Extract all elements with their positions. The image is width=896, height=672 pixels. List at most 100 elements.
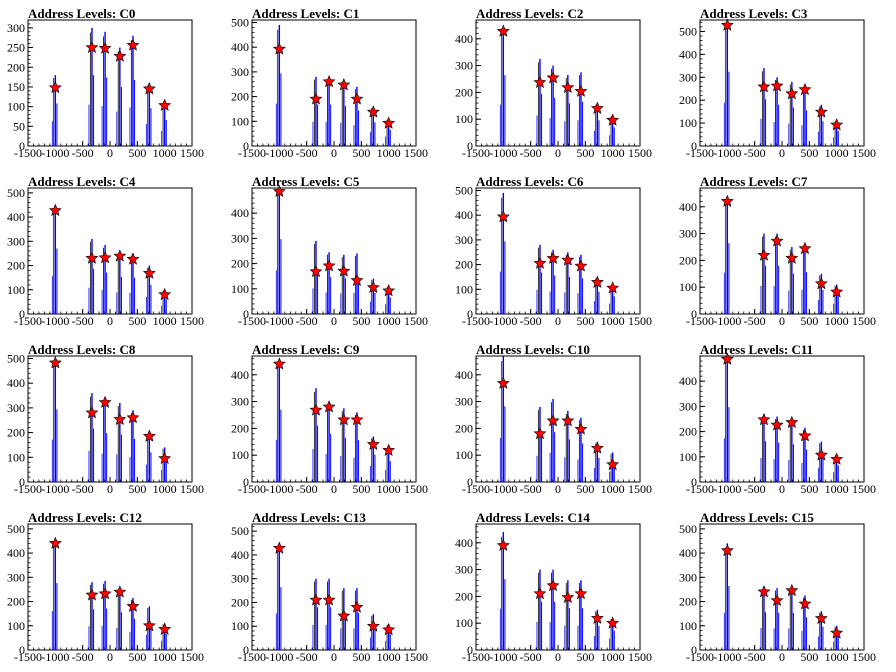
y-tick-label: 0 bbox=[19, 307, 25, 321]
chart-panel: Address Levels: C5 0 100 200 300 400 -1500 -100… bbox=[224, 168, 448, 336]
x-tick-label: 0 bbox=[331, 146, 337, 160]
x-tick-label: -500 bbox=[72, 650, 94, 664]
x-tick-label: -1000 bbox=[265, 482, 293, 496]
star-marker bbox=[814, 276, 828, 290]
star-marker bbox=[590, 611, 604, 624]
y-tick-label: 100 bbox=[7, 283, 25, 297]
y-tick-label: 400 bbox=[679, 546, 697, 560]
y-tick-label: 50 bbox=[13, 119, 25, 133]
y-tick-label: 200 bbox=[7, 259, 25, 273]
x-tick-label: 500 bbox=[800, 650, 818, 664]
x-tick-label: 1500 bbox=[404, 650, 428, 664]
chart-title: Address Levels: C15 bbox=[700, 510, 814, 525]
x-tick-label: 1000 bbox=[825, 482, 849, 496]
y-tick-label: 100 bbox=[679, 280, 697, 294]
y-tick-label: 400 bbox=[231, 40, 249, 54]
x-tick-label: 1000 bbox=[377, 650, 401, 664]
star-marker bbox=[798, 597, 812, 610]
x-tick-label: 500 bbox=[128, 650, 146, 664]
star-marker bbox=[126, 252, 140, 265]
star-marker bbox=[770, 234, 784, 247]
x-tick-label: 1500 bbox=[628, 314, 652, 328]
y-tick-label: 200 bbox=[679, 93, 697, 107]
x-tick-label: 500 bbox=[352, 482, 370, 496]
y-tick-label: 250 bbox=[7, 41, 25, 55]
star-marker bbox=[798, 241, 812, 255]
y-tick-label: 200 bbox=[7, 60, 25, 74]
star-marker bbox=[366, 105, 380, 118]
chart-plot: 0 100 200 300 400 -1500 -1000 -500 0 500 1000 1500 bbox=[231, 184, 428, 328]
star-marker bbox=[830, 118, 844, 131]
x-tick-label: 0 bbox=[555, 146, 561, 160]
chart-panel: Address Levels: C15 0 100 200 300 400 500 -1500… bbox=[672, 504, 896, 672]
star-marker bbox=[757, 585, 771, 598]
y-tick-label: 500 bbox=[679, 522, 697, 536]
star-marker bbox=[606, 457, 620, 471]
x-tick-label: 1500 bbox=[180, 314, 204, 328]
x-tick-label: 0 bbox=[331, 482, 337, 496]
chart-panel: Address Levels: C12 0 100 200 300 400 500 -1500… bbox=[0, 504, 224, 672]
x-tick-label: 1000 bbox=[601, 650, 625, 664]
star-marker bbox=[322, 593, 336, 606]
x-tick-label: -500 bbox=[72, 146, 94, 160]
y-tick-label: 0 bbox=[691, 643, 697, 657]
x-tick-label: -1000 bbox=[41, 482, 69, 496]
chart-title: Address Levels: C3 bbox=[700, 6, 808, 21]
y-tick-label: 300 bbox=[7, 21, 25, 35]
y-tick-label: 100 bbox=[231, 448, 249, 462]
star-marker bbox=[533, 426, 547, 440]
star-marker bbox=[533, 586, 547, 600]
x-tick-label: -1500 bbox=[686, 482, 714, 496]
star-marker bbox=[814, 105, 828, 118]
x-tick-label: -1000 bbox=[713, 482, 741, 496]
star-marker bbox=[574, 422, 588, 435]
y-tick-label: 400 bbox=[231, 206, 249, 220]
star-marker bbox=[814, 611, 828, 624]
x-tick-label: -1500 bbox=[462, 314, 490, 328]
x-tick-label: 1500 bbox=[628, 482, 652, 496]
star-marker bbox=[158, 451, 172, 465]
x-tick-label: 1000 bbox=[825, 146, 849, 160]
x-tick-label: 0 bbox=[107, 650, 113, 664]
star-marker bbox=[113, 412, 127, 425]
star-marker bbox=[382, 623, 396, 636]
y-tick-label: 100 bbox=[679, 619, 697, 633]
y-tick-label: 100 bbox=[455, 112, 473, 126]
x-tick-label: 500 bbox=[576, 650, 594, 664]
x-tick-label: 500 bbox=[128, 482, 146, 496]
star-marker bbox=[496, 210, 510, 223]
x-tick-label: -1000 bbox=[41, 146, 69, 160]
x-tick-label: -500 bbox=[520, 314, 542, 328]
star-marker bbox=[606, 281, 620, 294]
chart-title: Address Levels: C6 bbox=[476, 174, 584, 189]
y-tick-label: 500 bbox=[231, 15, 249, 29]
chart-plot: 0 100 200 300 400 -1500 -1000 -500 0 500 1000 1500 bbox=[455, 523, 652, 664]
y-tick-label: 0 bbox=[467, 139, 473, 153]
x-tick-label: 0 bbox=[779, 482, 785, 496]
chart-panel: Address Levels: C13 0 100 200 300 400 500 -1500… bbox=[224, 504, 448, 672]
x-tick-label: -1000 bbox=[489, 314, 517, 328]
y-tick-label: 100 bbox=[231, 619, 249, 633]
x-tick-label: 1500 bbox=[852, 146, 876, 160]
x-tick-label: 0 bbox=[107, 482, 113, 496]
star-marker bbox=[785, 251, 799, 264]
x-tick-label: -500 bbox=[72, 482, 94, 496]
chart-title: Address Levels: C12 bbox=[28, 510, 142, 525]
star-marker bbox=[322, 259, 336, 272]
chart-plot: 0 100 200 300 400 -1500 -1000 -500 0 500 1000 1500 bbox=[679, 352, 876, 496]
x-tick-label: -1500 bbox=[238, 314, 266, 328]
star-marker bbox=[561, 253, 575, 266]
y-tick-label: 0 bbox=[691, 307, 697, 321]
x-tick-label: -1500 bbox=[462, 482, 490, 496]
x-tick-label: -500 bbox=[296, 650, 318, 664]
y-tick-label: 100 bbox=[7, 100, 25, 114]
star-marker bbox=[98, 250, 112, 264]
x-tick-label: 1000 bbox=[601, 482, 625, 496]
y-tick-label: 0 bbox=[243, 139, 249, 153]
x-tick-label: 1000 bbox=[153, 482, 177, 496]
star-marker bbox=[561, 414, 575, 427]
chart-plot: 0 100 200 300 400 -1500 -1000 -500 0 500 1000 1500 bbox=[679, 187, 876, 328]
y-tick-label: 200 bbox=[679, 425, 697, 439]
y-tick-label: 200 bbox=[455, 258, 473, 272]
star-marker bbox=[142, 429, 156, 442]
